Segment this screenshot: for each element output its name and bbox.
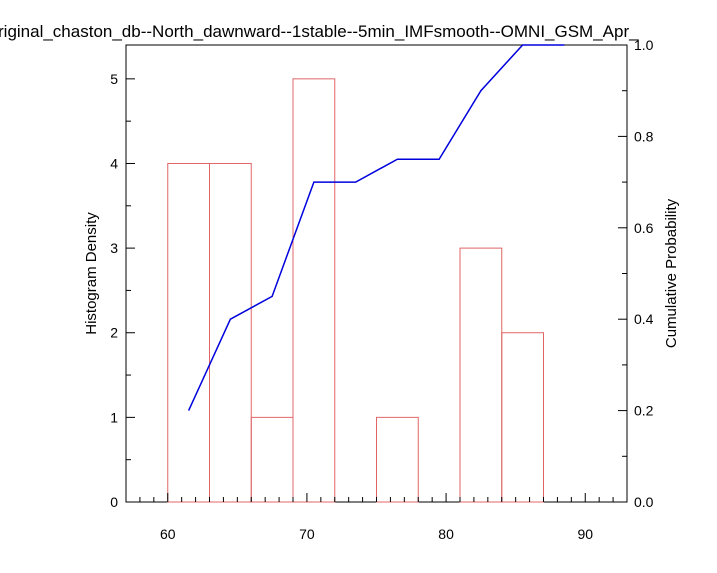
histogram-bar-0: [167, 162, 210, 503]
y-tick-label: 5: [110, 71, 118, 87]
histogram-bar-7: [459, 247, 503, 503]
y2-tick-label: 0.6: [634, 220, 654, 236]
y-axis-left: 0 1 2 3 4 5: [110, 71, 135, 510]
y2-tick-label: 0.4: [634, 311, 654, 327]
y2-tick-label: 1.0: [634, 37, 654, 53]
y-tick-label: 4: [110, 155, 118, 171]
y-tick-label: 2: [110, 325, 118, 341]
x-tick-label: 80: [438, 526, 454, 542]
histogram-bar-3: [292, 78, 336, 503]
y-axis-right: 0.0 0.2 0.4 0.6 0.8 1.0: [618, 37, 654, 510]
histogram-bar-5: [376, 416, 419, 503]
histogram-bars: [167, 78, 544, 503]
cumulative-line-layer: [187, 44, 565, 411]
y-tick-label: 0: [110, 494, 118, 510]
y2-tick-label: 0.2: [634, 403, 654, 419]
y-axis-label: Histogram Density: [83, 212, 100, 335]
x-axis: 60 70 80 90: [125, 493, 628, 542]
chart-title: riginal_chaston_db--North_dawnward--1sta…: [0, 22, 639, 41]
y-tick-label: 3: [110, 240, 118, 256]
y-tick-label: 1: [110, 409, 118, 425]
histogram-bar-2: [250, 416, 294, 503]
x-tick-label: 70: [299, 526, 315, 542]
histogram-bar-8: [501, 332, 544, 503]
y2-tick-label: 0.0: [634, 494, 654, 510]
x-tick-label: 60: [160, 526, 176, 542]
x-tick-label: 90: [577, 526, 593, 542]
y2-axis-label: Cumulative Probability: [663, 198, 680, 348]
cumulative-probability-line: [187, 44, 565, 411]
histogram-bar-1: [209, 162, 252, 503]
y2-tick-label: 0.8: [634, 128, 654, 144]
